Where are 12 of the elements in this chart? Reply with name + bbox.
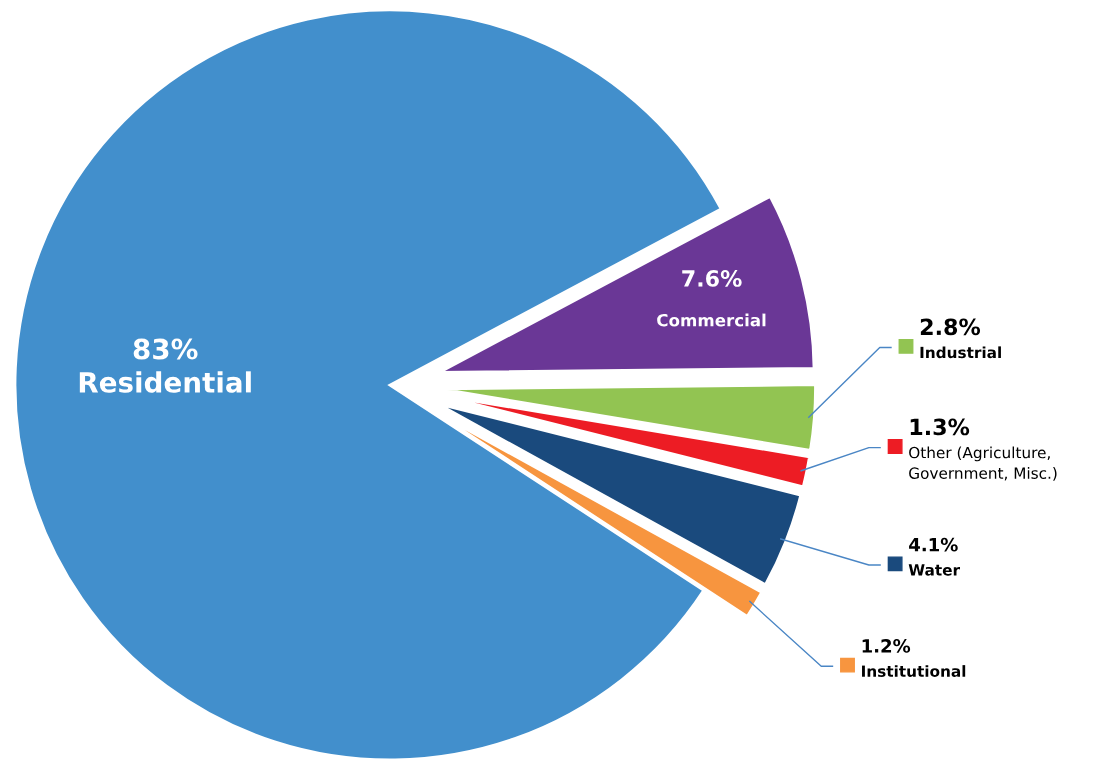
data-label: 1.3% <box>910 418 970 436</box>
legend-label: Water <box>908 564 961 576</box>
data-label: 83% <box>133 338 198 360</box>
data-label: 7.6% <box>682 270 742 287</box>
slice-label: Commercial <box>657 313 766 327</box>
data-label: 1.2% <box>862 639 911 653</box>
legend-label: Industrial <box>920 346 1001 359</box>
legend-label: Other (Agriculture, Government, Misc.) <box>909 446 1057 481</box>
legend-label: Institutional <box>862 665 966 677</box>
slice-label: Residential <box>79 371 251 393</box>
data-label: 2.8% <box>920 318 981 336</box>
data-label: 4.1% <box>909 537 958 552</box>
